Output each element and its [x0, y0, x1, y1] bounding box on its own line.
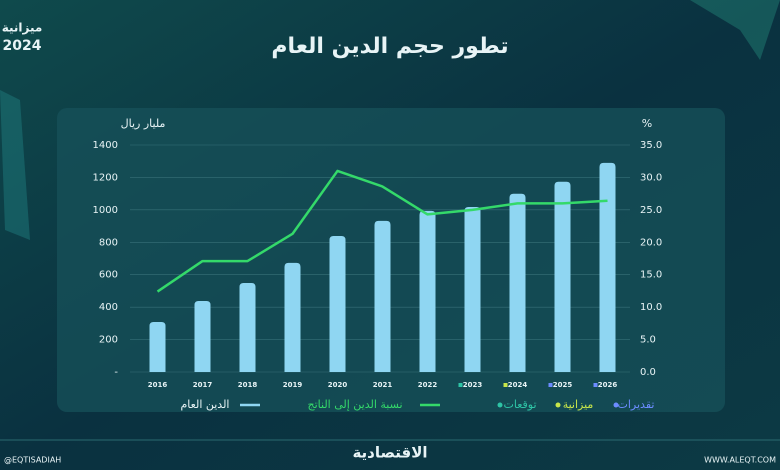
legend-dot: [555, 402, 561, 408]
y-axis-label: مليار ريال: [121, 117, 166, 130]
chart-title: تطور حجم الدين العام: [271, 34, 508, 59]
x-tick-label: 2020: [328, 381, 348, 389]
bar: [509, 193, 526, 372]
x-tick-label: 2018: [238, 381, 258, 389]
y-tick-label: -: [114, 367, 118, 378]
x-tick-label: 2022: [418, 381, 438, 389]
website: WWW.ALEQT.COM: [704, 456, 776, 465]
y-tick-label: 600: [99, 270, 118, 281]
x-tick-label: 2017: [193, 381, 213, 389]
bar: [329, 235, 346, 372]
y-tick-label: 200: [99, 335, 118, 346]
x-tick-label: 2025: [553, 381, 573, 389]
bar: [194, 300, 211, 372]
bar: [419, 210, 436, 372]
x-tick-label: 2023: [463, 381, 483, 389]
bar: [284, 262, 301, 372]
bar: [149, 322, 166, 372]
line: [156, 169, 608, 293]
legend-label: نسبة الدين إلى الناتج: [307, 398, 402, 411]
y-tick-label: 1000: [93, 205, 118, 216]
y2-tick-label: 0.0: [640, 367, 656, 378]
y2-tick-label: 30.0: [640, 172, 662, 183]
y2-tick-label: 20.0: [640, 237, 662, 248]
publisher: الاقتصادية: [352, 444, 427, 462]
bar: [554, 181, 571, 372]
y-tick-label: 1200: [93, 172, 118, 183]
y2-axis-label: %: [642, 117, 652, 130]
bar: [464, 206, 481, 372]
x-tick-label: 2019: [283, 381, 303, 389]
category-marker: [548, 383, 553, 387]
legend-label: ميزانية: [563, 398, 594, 411]
category-marker: [593, 383, 598, 387]
category-marker: [458, 383, 463, 387]
category-marker: [503, 383, 508, 387]
legend-label: تقديرات: [618, 398, 655, 411]
y2-tick-label: 10.0: [640, 302, 662, 313]
y-tick-label: 800: [99, 237, 118, 248]
y2-tick-label: 35.0: [640, 140, 662, 151]
decoration: [690, 0, 780, 60]
legend-label: توقعات: [503, 398, 536, 411]
legend-label: الدين العام: [181, 398, 230, 411]
x-tick-label: 2016: [148, 381, 168, 389]
y-tick-label: 400: [99, 302, 118, 313]
y2-tick-label: 25.0: [640, 205, 662, 216]
legend-dot: [497, 402, 503, 408]
y2-tick-label: 15.0: [640, 270, 662, 281]
x-tick-label: 2024: [508, 381, 528, 389]
x-tick-label: 2021: [373, 381, 393, 389]
x-tick-label: 2026: [598, 381, 618, 389]
bar: [374, 220, 391, 372]
logo-year: 2024: [3, 38, 42, 54]
bar: [599, 162, 616, 372]
social-handle: @EQTISADIAH: [4, 456, 61, 465]
decoration: [0, 90, 30, 240]
y2-tick-label: 5.0: [640, 335, 656, 346]
bar: [239, 282, 256, 372]
legend-dot: [613, 402, 619, 408]
logo: ميزانية: [2, 21, 43, 35]
y-tick-label: 1400: [93, 140, 118, 151]
